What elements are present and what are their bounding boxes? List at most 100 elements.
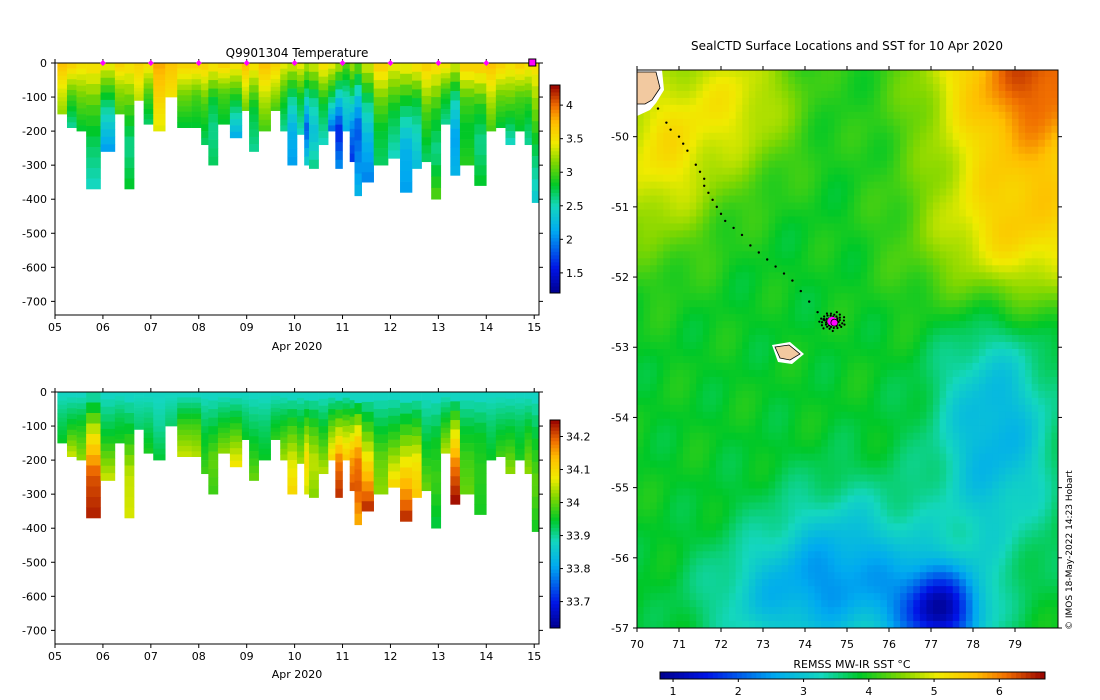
profile-cell — [297, 403, 305, 411]
sst-cell — [867, 223, 875, 231]
sst-cell — [643, 139, 651, 148]
x-tick-label: 14 — [479, 650, 493, 663]
profile-cell — [86, 486, 101, 498]
profile-cell — [304, 114, 310, 123]
sst-cell — [821, 125, 829, 134]
sst-cell — [893, 355, 901, 364]
sst-cell — [637, 342, 644, 350]
sst-cell — [729, 104, 737, 113]
sst-cell — [637, 244, 644, 252]
sst-cell — [814, 76, 822, 85]
sst-cell — [788, 335, 796, 343]
sst-cell — [735, 258, 743, 266]
sst-cell — [821, 209, 829, 217]
sst-cell — [735, 349, 743, 357]
colorbar-segment — [550, 607, 560, 612]
colorbar-segment — [550, 420, 560, 424]
sst-cell — [768, 146, 776, 155]
sst-cell — [761, 307, 769, 315]
sst-cell — [867, 314, 875, 322]
profile-cell — [143, 88, 154, 94]
sst-cell — [689, 188, 697, 196]
profile-cell — [474, 114, 487, 125]
sst-cell — [696, 600, 704, 608]
profile-cell — [165, 63, 178, 67]
profile-cell — [165, 420, 178, 424]
profile-cell — [388, 94, 401, 104]
sst-cell — [755, 579, 763, 587]
sst-cell — [926, 153, 934, 162]
sst-cell — [715, 209, 723, 217]
sst-cell — [893, 76, 901, 85]
sst-cell — [814, 167, 822, 176]
sst-cell — [814, 572, 822, 580]
sst-cell — [867, 279, 875, 287]
sst-cell — [650, 467, 658, 475]
profile-cell — [342, 68, 351, 75]
profile-cell — [280, 74, 288, 81]
sst-cell — [768, 432, 776, 441]
sst-cell — [788, 83, 796, 92]
profile-cell — [431, 437, 442, 450]
profile-cell — [388, 70, 401, 80]
sst-cell — [656, 565, 664, 573]
profile-cell — [191, 451, 202, 458]
profile-cell — [531, 426, 539, 439]
sst-cell — [715, 230, 723, 238]
sst-cell — [821, 328, 829, 336]
sst-cell — [827, 188, 835, 196]
sst-cell — [801, 460, 809, 468]
profile-cell — [76, 108, 87, 115]
colorbar-segment — [550, 234, 560, 239]
profile-cell — [241, 94, 250, 100]
sst-cell — [867, 202, 875, 210]
sst-cell — [761, 153, 769, 162]
sst-cell — [637, 453, 644, 461]
sst-cell — [709, 188, 717, 196]
sst-cell — [643, 467, 651, 475]
sst-cell — [781, 593, 789, 601]
sst-cell — [867, 181, 875, 189]
profile-cell — [270, 102, 281, 108]
sst-cell — [656, 439, 664, 448]
sst-cell — [867, 307, 875, 315]
sst-cell — [900, 425, 908, 434]
sst-cell — [867, 118, 875, 127]
sst-cell — [808, 307, 816, 315]
sst-cell — [906, 167, 914, 176]
sst-cell — [715, 593, 723, 601]
sst-cell — [722, 551, 730, 559]
profile-cell — [229, 429, 243, 437]
sst-cell — [742, 453, 750, 461]
sst-cell — [689, 314, 697, 322]
sst-cell — [808, 132, 816, 141]
sst-cell — [860, 174, 868, 182]
profile-cell — [342, 102, 351, 109]
profile-cell — [486, 74, 497, 81]
sst-cell — [814, 411, 822, 420]
sst-cell — [775, 565, 783, 573]
colorbar-segment — [550, 119, 560, 124]
sst-cell — [768, 216, 776, 224]
profile-cell — [57, 409, 68, 414]
profile-cell — [208, 400, 219, 410]
colorbar-segment — [550, 610, 560, 615]
sst-cell — [729, 188, 737, 196]
profile-cell — [57, 63, 68, 68]
sst-cell — [643, 390, 651, 399]
sst-cell — [709, 404, 717, 413]
sst-cell — [656, 460, 664, 468]
profile-cell — [361, 72, 374, 84]
sst-cell — [735, 579, 743, 587]
sst-cell — [808, 279, 816, 287]
profile-cell — [153, 414, 166, 421]
profile-cell — [208, 156, 219, 166]
profile-cell — [400, 116, 413, 129]
sst-cell — [761, 146, 769, 155]
sst-cell — [860, 286, 868, 294]
sst-cell — [637, 551, 644, 559]
sst-cell — [643, 558, 651, 566]
sst-cell — [742, 404, 750, 413]
sst-cell — [696, 607, 704, 615]
sst-cell — [663, 502, 671, 510]
